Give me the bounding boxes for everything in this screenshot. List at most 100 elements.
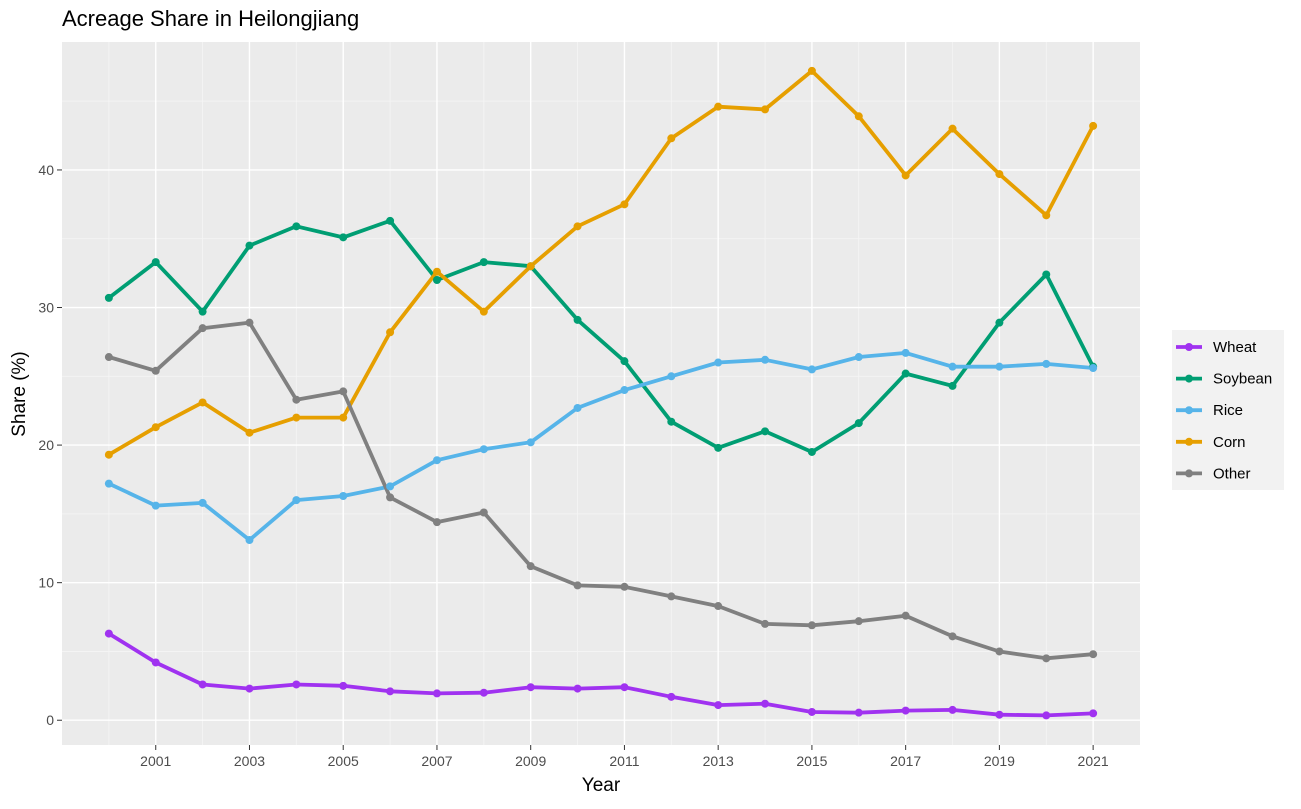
- x-axis: 2001 2003 2005 2007 2009 2011 2013 2015 2017 2019…: [140, 745, 1109, 769]
- other-data-point: [1042, 654, 1051, 663]
- series-lines: [107, 69, 1095, 718]
- corn-data-point: [1089, 121, 1098, 130]
- wheat-data-point: [714, 701, 723, 710]
- x-tick-label: 2003: [234, 753, 265, 769]
- x-tick-label: 2017: [890, 753, 921, 769]
- wheat-data-point: [339, 681, 348, 690]
- legend-key-point-wheat: [1185, 343, 1193, 351]
- soybean-data-point: [948, 381, 957, 390]
- x-tick-label: 2013: [703, 753, 734, 769]
- wheat-data-point: [1042, 711, 1051, 720]
- other-data-point: [479, 508, 488, 517]
- corn-data-point: [995, 170, 1004, 179]
- corn-data-point: [901, 171, 910, 180]
- corn-series-line: [107, 69, 1095, 457]
- wheat-data-point: [104, 629, 113, 638]
- corn-data-point: [432, 267, 441, 276]
- y-tick-label: 0: [46, 712, 54, 728]
- legend-key-point-rice: [1185, 406, 1193, 415]
- wheat-data-point: [667, 692, 676, 701]
- other-data-point: [432, 518, 441, 527]
- rice-data-point: [432, 456, 441, 465]
- corn-data-point: [198, 398, 207, 407]
- soybean-data-point: [198, 307, 207, 316]
- other-data-point: [526, 562, 535, 571]
- corn-data-point: [761, 105, 770, 114]
- wheat-data-point: [386, 687, 395, 696]
- rice-data-point: [245, 536, 254, 545]
- other-data-point: [339, 387, 348, 396]
- wheat-data-point: [245, 684, 254, 693]
- rice-data-point: [620, 386, 629, 395]
- x-tick-label: 2009: [515, 753, 546, 769]
- soybean-data-point: [761, 427, 770, 436]
- soybean-data-point: [714, 443, 723, 452]
- x-axis-title: Year: [582, 775, 621, 796]
- soybean-series-line: [107, 218, 1095, 454]
- rice-data-point: [995, 362, 1004, 371]
- corn-data-point: [104, 450, 113, 459]
- rice-data-point: [479, 445, 488, 454]
- wheat-data-point: [807, 707, 816, 716]
- rice-data-point: [198, 498, 207, 507]
- wheat-data-point: [620, 683, 629, 692]
- rice-data-point: [526, 438, 535, 447]
- wheat-data-point: [1089, 709, 1098, 718]
- wheat-data-point: [479, 688, 488, 697]
- rice-series-line: [108, 350, 1094, 542]
- other-series-line: [108, 320, 1094, 661]
- soybean-data-point: [339, 233, 348, 242]
- other-data-point: [854, 617, 863, 626]
- corn-data-point: [854, 112, 863, 121]
- wheat-data-point: [901, 706, 910, 715]
- x-tick-label: 2001: [140, 753, 171, 769]
- rice-data-point: [807, 365, 816, 374]
- rice-data-point: [901, 348, 910, 357]
- x-tick-label: 2005: [328, 753, 359, 769]
- y-tick-label: 30: [38, 300, 54, 316]
- soybean-data-point: [245, 241, 254, 250]
- corn-data-point: [948, 124, 957, 133]
- x-tick-label: 2015: [796, 753, 827, 769]
- rice-data-point: [151, 501, 160, 510]
- wheat-data-point: [995, 710, 1004, 719]
- other-data-point: [573, 581, 582, 590]
- plot-panel: [62, 42, 1140, 745]
- other-data-point: [901, 611, 910, 620]
- corn-data-point: [292, 413, 301, 422]
- other-data-point: [151, 366, 160, 375]
- other-data-point: [807, 621, 816, 630]
- soybean-data-point: [807, 447, 816, 456]
- other-data-point: [245, 318, 254, 327]
- x-tick-label: 2021: [1078, 753, 1109, 769]
- corn-data-point: [245, 428, 254, 437]
- soybean-data-point: [104, 293, 113, 302]
- soybean-data-point: [995, 318, 1004, 327]
- corn-data-point: [807, 66, 816, 75]
- soybean-data-point: [151, 258, 160, 267]
- corn-data-point: [667, 134, 676, 143]
- x-tick-label: 2019: [984, 753, 1015, 769]
- rice-data-point: [714, 358, 723, 367]
- other-data-point: [104, 353, 113, 362]
- corn-data-point: [714, 102, 723, 111]
- other-data-point: [292, 395, 301, 404]
- other-data-point: [761, 619, 770, 628]
- corn-data-point: [573, 222, 582, 231]
- y-tick-label: 20: [38, 437, 54, 453]
- wheat-series-line: [107, 631, 1094, 718]
- other-data-point: [714, 602, 723, 611]
- soybean-data-point: [854, 419, 863, 428]
- wheat-data-point: [573, 684, 582, 693]
- x-tick-label: 2011: [609, 753, 639, 769]
- other-data-point: [995, 647, 1004, 656]
- other-data-point: [667, 592, 676, 601]
- legend-label-wheat: Wheat: [1213, 339, 1257, 356]
- soybean-data-point: [292, 222, 301, 231]
- series-points: [104, 66, 1098, 720]
- rice-data-point: [1089, 364, 1098, 373]
- other-data-point: [386, 493, 395, 502]
- corn-data-point: [526, 262, 535, 271]
- soybean-data-point: [667, 417, 676, 426]
